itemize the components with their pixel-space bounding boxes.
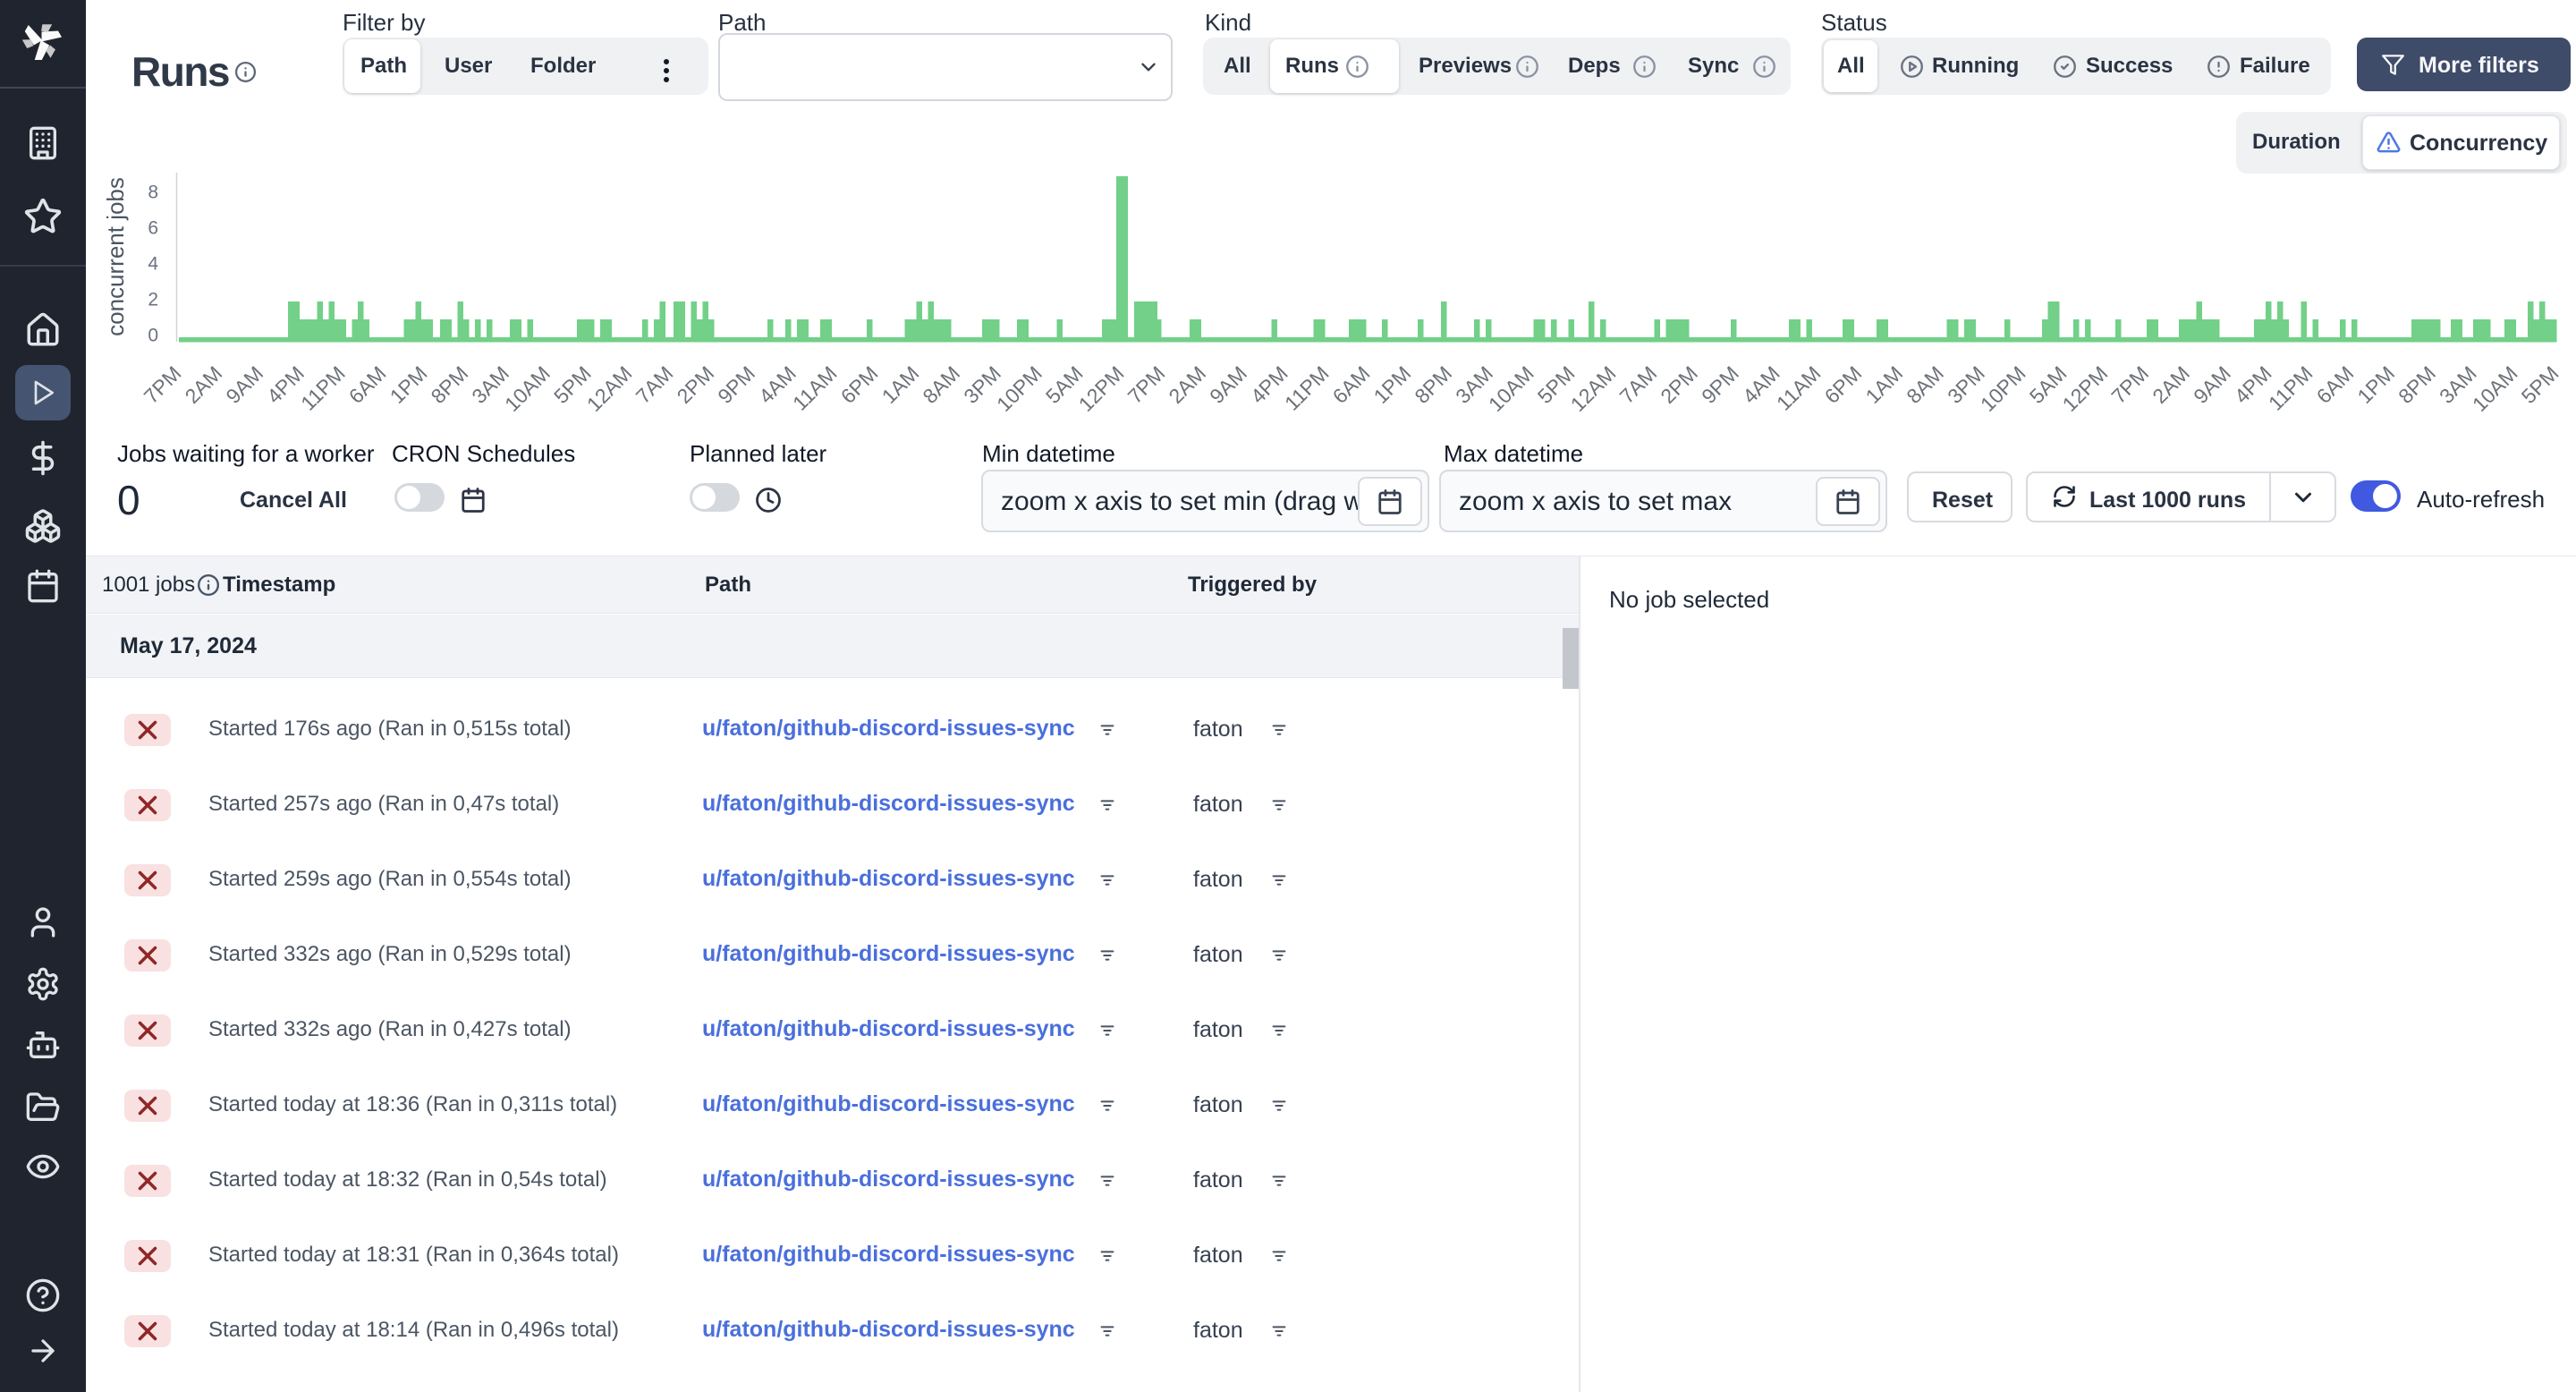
svg-text:1PM: 1PM	[386, 361, 432, 408]
svg-text:concurrent jobs: concurrent jobs	[102, 177, 129, 336]
svg-text:2AM: 2AM	[181, 361, 227, 408]
svg-text:12AM: 12AM	[582, 361, 637, 416]
svg-text:2: 2	[148, 290, 158, 310]
svg-text:6: 6	[148, 218, 158, 239]
svg-text:8AM: 8AM	[918, 361, 964, 408]
svg-text:9AM: 9AM	[2189, 361, 2235, 408]
svg-text:6PM: 6PM	[836, 361, 883, 408]
svg-text:5PM: 5PM	[2517, 361, 2563, 408]
svg-text:12AM: 12AM	[1566, 361, 1621, 416]
svg-text:8AM: 8AM	[1902, 361, 1948, 408]
svg-text:8: 8	[148, 182, 158, 203]
svg-text:9PM: 9PM	[1697, 361, 1743, 408]
svg-text:7AM: 7AM	[631, 361, 678, 408]
svg-text:12PM: 12PM	[1074, 361, 1129, 416]
svg-text:7PM: 7PM	[2106, 361, 2153, 408]
svg-text:11AM: 11AM	[1772, 361, 1826, 415]
svg-text:11PM: 11PM	[1280, 361, 1334, 415]
svg-text:10PM: 10PM	[1976, 361, 2030, 416]
svg-text:7PM: 7PM	[140, 361, 186, 408]
svg-text:2PM: 2PM	[673, 361, 719, 408]
svg-text:1PM: 1PM	[1369, 361, 1416, 408]
svg-text:9PM: 9PM	[713, 361, 759, 408]
svg-text:2PM: 2PM	[1656, 361, 1702, 408]
svg-text:9AM: 9AM	[221, 361, 267, 408]
svg-text:4: 4	[148, 254, 158, 275]
svg-text:11AM: 11AM	[788, 361, 842, 415]
svg-text:2AM: 2AM	[1164, 361, 1210, 408]
svg-text:7PM: 7PM	[1123, 361, 1170, 408]
svg-text:11PM: 11PM	[296, 361, 350, 415]
svg-text:12PM: 12PM	[2058, 361, 2113, 416]
svg-text:10AM: 10AM	[2468, 361, 2522, 416]
svg-text:6AM: 6AM	[2312, 361, 2359, 408]
svg-text:10AM: 10AM	[1484, 361, 1538, 416]
svg-text:8PM: 8PM	[2394, 361, 2440, 408]
svg-text:2AM: 2AM	[2148, 361, 2194, 408]
svg-text:6PM: 6PM	[1820, 361, 1867, 408]
svg-text:7AM: 7AM	[1615, 361, 1662, 408]
svg-text:6AM: 6AM	[1328, 361, 1375, 408]
svg-text:1AM: 1AM	[877, 361, 924, 408]
svg-text:9AM: 9AM	[1205, 361, 1251, 408]
svg-text:10PM: 10PM	[992, 361, 1046, 416]
svg-text:10AM: 10AM	[500, 361, 555, 416]
svg-text:6AM: 6AM	[344, 361, 391, 408]
svg-text:1AM: 1AM	[1861, 361, 1908, 408]
svg-text:8PM: 8PM	[1410, 361, 1456, 408]
svg-text:11PM: 11PM	[2264, 361, 2318, 415]
svg-text:0: 0	[148, 326, 158, 346]
svg-text:1PM: 1PM	[2352, 361, 2399, 408]
svg-text:8PM: 8PM	[427, 361, 473, 408]
